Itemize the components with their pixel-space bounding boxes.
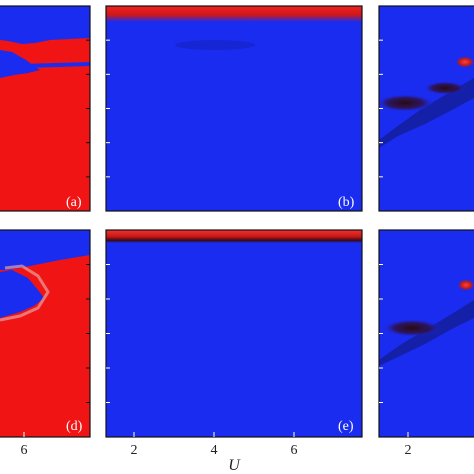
panel-c-dark-ridge bbox=[379, 78, 474, 148]
panel-f-ticks: 2 bbox=[405, 432, 412, 458]
panel-b-red-band bbox=[106, 6, 362, 22]
panel-e-red-band bbox=[106, 230, 362, 243]
panel-d: (d) 6 bbox=[0, 229, 91, 458]
panel-f-red-spot bbox=[457, 279, 474, 291]
panel-a-blue-region bbox=[0, 6, 90, 44]
panel-e-ticks: 2 4 6 bbox=[131, 432, 298, 458]
panel-b: (b) bbox=[105, 5, 363, 212]
panel-e: (e) 2 4 6 U bbox=[105, 229, 363, 474]
panel-d-boundary bbox=[0, 264, 50, 322]
panel-b-background bbox=[106, 6, 362, 211]
panel-f-dark-blob bbox=[382, 319, 442, 337]
panel-a-blue-strip bbox=[22, 62, 90, 68]
panel-f: 2 bbox=[378, 229, 474, 458]
panel-c-red-spot bbox=[455, 56, 474, 68]
side-ticks bbox=[86, 39, 383, 403]
panel-a-label: (a) bbox=[66, 195, 82, 210]
x-tick-label: 6 bbox=[291, 443, 298, 458]
panel-b-shadow bbox=[175, 40, 255, 50]
panel-d-blue-lobe bbox=[0, 270, 44, 318]
panel-d-blue-top bbox=[0, 230, 90, 270]
x-tick-label: 6 bbox=[21, 443, 28, 458]
panel-d-label: (d) bbox=[66, 419, 83, 434]
panel-c-dark-blob bbox=[379, 94, 435, 112]
x-tick-label: 4 bbox=[211, 443, 218, 458]
x-tick-label: 2 bbox=[405, 443, 412, 458]
panel-a-blue-pocket bbox=[0, 50, 40, 78]
panel-e-label: (e) bbox=[338, 419, 354, 434]
panel-e-background bbox=[106, 230, 362, 437]
panel-a: (a) bbox=[0, 5, 91, 212]
panel-c-dark-blob-2 bbox=[423, 81, 467, 95]
x-tick-label: 2 bbox=[131, 443, 138, 458]
panel-b-label: (b) bbox=[338, 195, 355, 210]
panel-c bbox=[378, 5, 474, 212]
panel-d-ticks: 6 bbox=[21, 432, 28, 458]
x-axis-label: U bbox=[228, 457, 241, 474]
